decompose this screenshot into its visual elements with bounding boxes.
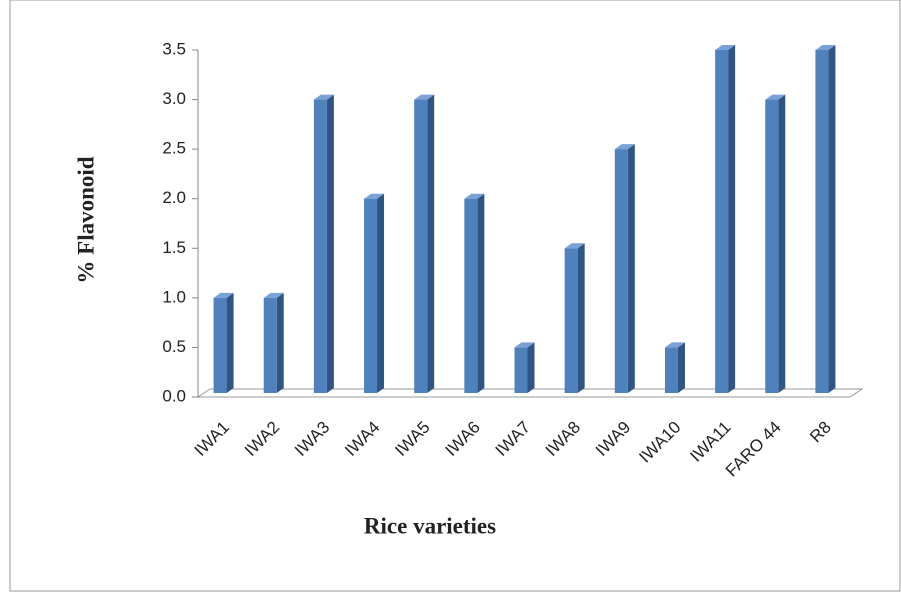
y-tick-label: 1.5 bbox=[162, 238, 186, 257]
x-tick-label: IWA5 bbox=[391, 418, 433, 460]
y-tick-label: 0.0 bbox=[162, 386, 186, 405]
x-axis-title: Rice varieties bbox=[364, 513, 496, 538]
bar-side bbox=[477, 193, 485, 393]
bar-top bbox=[313, 94, 334, 100]
bar-top bbox=[464, 193, 485, 199]
x-tick-label: IWA9 bbox=[592, 418, 634, 460]
x-tick-label: IWA1 bbox=[191, 418, 233, 460]
frame bbox=[9, 0, 901, 592]
x-tick-label: IWA10 bbox=[635, 418, 684, 467]
y-axis-title: % Flavonoid bbox=[73, 156, 98, 283]
bar-side bbox=[627, 144, 635, 393]
bar-side bbox=[577, 243, 585, 393]
bar bbox=[464, 198, 478, 393]
bar-top bbox=[263, 292, 284, 298]
x-tick-label: IWA3 bbox=[291, 418, 333, 460]
floor bbox=[196, 388, 864, 398]
y-tick-label: 2.0 bbox=[162, 188, 186, 207]
bar bbox=[765, 99, 779, 394]
bar bbox=[364, 198, 378, 393]
bar bbox=[664, 347, 678, 393]
bar-side bbox=[326, 94, 334, 394]
bar bbox=[564, 248, 578, 393]
bar-side bbox=[377, 193, 385, 393]
bar-top bbox=[414, 94, 435, 100]
bar-top bbox=[213, 292, 234, 298]
x-tick-label: IWA6 bbox=[441, 418, 483, 460]
x-tick-label: IWA11 bbox=[686, 418, 734, 466]
bar-side bbox=[778, 94, 786, 394]
bar bbox=[213, 297, 227, 393]
bar bbox=[263, 297, 277, 393]
x-tick-label: IWA8 bbox=[542, 418, 584, 460]
x-tick-label: R8 bbox=[806, 418, 835, 447]
bar-top bbox=[815, 45, 836, 50]
x-tick-label: FARO 44 bbox=[722, 418, 785, 481]
x-tick-label: IWA7 bbox=[492, 418, 534, 460]
bar-side bbox=[527, 342, 535, 393]
bar bbox=[815, 50, 829, 393]
bar-top bbox=[765, 94, 786, 100]
bar bbox=[514, 347, 528, 393]
y-tick-label: 2.5 bbox=[162, 139, 186, 158]
y-tick-label: 3.0 bbox=[162, 89, 186, 108]
bar-top bbox=[614, 144, 635, 150]
y-tick-label: 1.0 bbox=[162, 287, 186, 306]
bar bbox=[614, 149, 628, 393]
x-tick-label: IWA2 bbox=[241, 418, 283, 460]
bar-top bbox=[715, 45, 736, 50]
y-tick-label: 0.5 bbox=[162, 337, 186, 356]
bar-side bbox=[728, 45, 736, 393]
bar-side bbox=[828, 45, 836, 393]
bar-side bbox=[276, 292, 284, 393]
bar-side bbox=[427, 94, 435, 394]
y-tick-label: 3.5 bbox=[162, 39, 186, 58]
bar-top bbox=[564, 243, 585, 249]
bar-top bbox=[664, 342, 685, 348]
bar-side bbox=[226, 292, 234, 393]
bar-top bbox=[514, 342, 535, 348]
bar bbox=[414, 99, 428, 394]
bar bbox=[313, 99, 327, 394]
bar-side bbox=[677, 342, 685, 393]
bar bbox=[715, 50, 729, 393]
x-tick-label: IWA4 bbox=[341, 418, 383, 460]
bar-top bbox=[364, 193, 385, 199]
